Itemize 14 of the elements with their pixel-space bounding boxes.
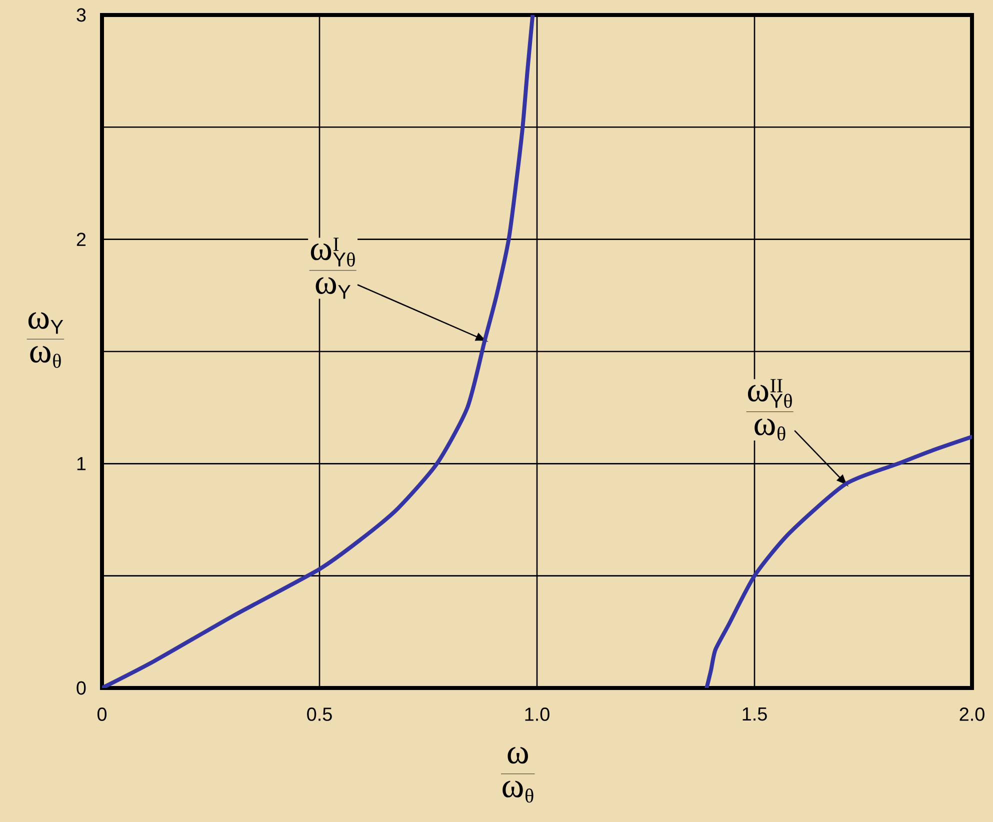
x-axis-title: $\frac{\omega}{\omega_{\theta}}$ — [500, 746, 535, 803]
x-tick-label: 0.5 — [307, 708, 332, 721]
y-tick-label: 0 — [76, 681, 86, 695]
x-tick-label: 0 — [97, 708, 107, 721]
line-series — [102, 14, 535, 688]
annotation: $\frac{\omega_{\mathsf{Y}\theta}^{\mathrm{II}}}{\omega_{\theta}}$ — [746, 379, 794, 441]
x-tick-label: 2.0 — [960, 708, 984, 721]
x-tick-label: 1.5 — [742, 708, 767, 721]
y-tick-label: 2 — [76, 232, 86, 246]
annotation: $\frac{\omega_{\mathsf{Y}\theta}^{\mathrm{I}}}{\omega_{\mathsf{Y}}}$ — [309, 238, 356, 299]
y-tick-label: 1 — [77, 457, 86, 470]
y-axis-title: $\frac{\omega_{\mathsf{Y}}}{\omega_{\theta}}$ — [26, 312, 64, 368]
y-tick-label: 3 — [76, 8, 86, 22]
x-tick-label: 1.0 — [525, 708, 550, 721]
